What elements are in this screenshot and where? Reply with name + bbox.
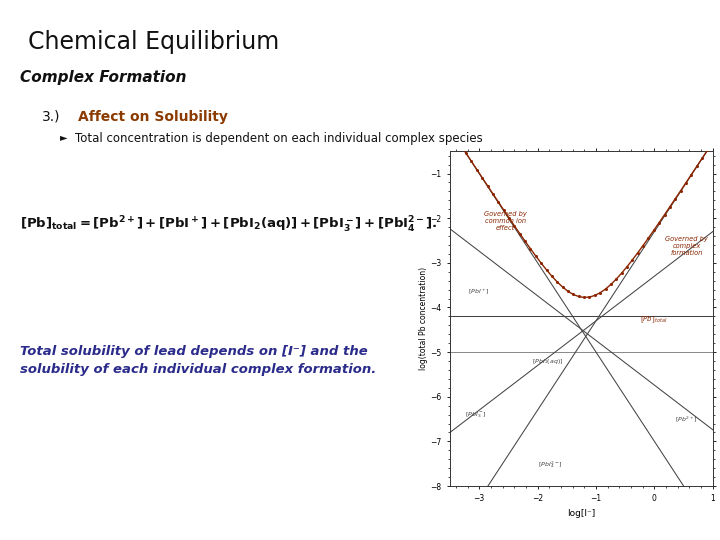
Text: Total concentration is dependent on each individual complex species: Total concentration is dependent on each… bbox=[75, 132, 482, 145]
Text: $[PbI_4^{2-}]$: $[PbI_4^{2-}]$ bbox=[538, 459, 562, 470]
Text: Affect on Solubility: Affect on Solubility bbox=[78, 110, 228, 124]
Text: Chemical Equilibrium: Chemical Equilibrium bbox=[28, 30, 279, 54]
Text: Governed by
complex
formation: Governed by complex formation bbox=[665, 236, 708, 256]
Text: $[Pb^{2+}]$: $[Pb^{2+}]$ bbox=[675, 415, 698, 424]
Text: $[PbI^+]$: $[PbI^+]$ bbox=[467, 287, 490, 297]
Text: $[PbI_3^-]$: $[PbI_3^-]$ bbox=[464, 411, 487, 420]
Text: $\mathbf{[Pb]_{total} = [Pb^{2+}] + [PbI^+] + [PbI_2(aq)] + [PbI_3^-] + [PbI_4^{: $\mathbf{[Pb]_{total} = [Pb^{2+}] + [PbI… bbox=[20, 215, 438, 235]
Text: $[PbI_2(aq)]$: $[PbI_2(aq)]$ bbox=[532, 357, 563, 366]
Text: $[Pb]_{total}$: $[Pb]_{total}$ bbox=[640, 314, 667, 325]
Text: Total solubility of lead depends on [I⁻] and the
solubility of each individual c: Total solubility of lead depends on [I⁻]… bbox=[20, 345, 377, 376]
Y-axis label: log(total Pb concentration): log(total Pb concentration) bbox=[418, 267, 428, 370]
Text: Complex Formation: Complex Formation bbox=[20, 70, 186, 85]
Text: ►: ► bbox=[60, 132, 68, 142]
Text: Governed by
common ion
effect: Governed by common ion effect bbox=[484, 212, 527, 232]
Text: 3.): 3.) bbox=[42, 110, 60, 124]
X-axis label: log[I⁻]: log[I⁻] bbox=[567, 509, 595, 518]
